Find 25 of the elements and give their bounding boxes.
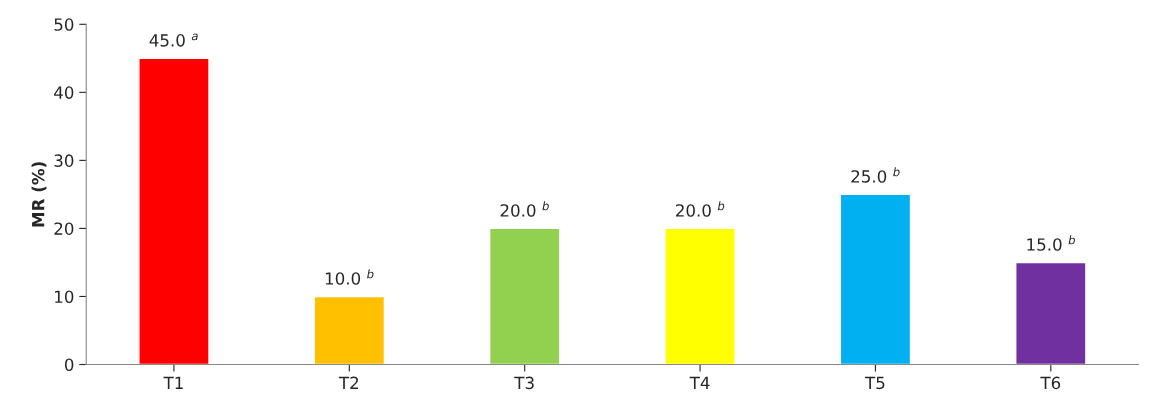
y-tick-label: 50 — [54, 18, 74, 31]
bar — [1015, 261, 1087, 365]
x-tick-label: T2 — [338, 376, 359, 389]
x-tick-label: T6 — [1040, 376, 1061, 390]
bar — [664, 227, 736, 365]
data-label: 15.0 $^{b}$ — [1027, 235, 1075, 251]
x-tick-label: T4 — [689, 376, 710, 389]
bar — [839, 193, 912, 365]
x-tick-label: T3 — [514, 376, 534, 390]
x-tick-label: T5 — [865, 376, 885, 390]
data-label: 25.0 $^{b}$ — [851, 167, 900, 183]
y-tick-label: 0 — [64, 358, 74, 372]
data-label: 20.0 $^{b}$ — [500, 201, 549, 217]
x-tick-label: T1 — [163, 376, 183, 389]
bar — [313, 295, 386, 365]
y-tick-label: 20 — [54, 222, 74, 235]
y-tick-label: 40 — [54, 86, 74, 99]
bar — [138, 57, 210, 365]
data-label: 20.0 $^{b}$ — [676, 201, 725, 217]
y-tick-label: 10 — [55, 290, 74, 304]
data-label: 45.0 $^{a}$ — [149, 33, 198, 47]
data-label: 10.0 $^{b}$ — [325, 269, 374, 285]
y-axis-title: MR (%) — [31, 162, 47, 227]
y-tick-label: 30 — [54, 154, 74, 167]
bar — [488, 227, 561, 365]
